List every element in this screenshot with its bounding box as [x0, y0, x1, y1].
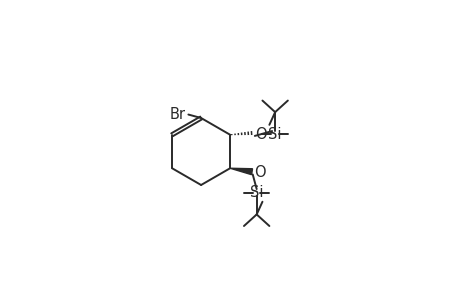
Text: O: O	[253, 165, 265, 180]
Text: Br: Br	[169, 107, 185, 122]
Text: O: O	[254, 127, 266, 142]
Polygon shape	[230, 168, 252, 175]
Text: Si: Si	[268, 127, 281, 142]
Text: Si: Si	[249, 185, 263, 200]
